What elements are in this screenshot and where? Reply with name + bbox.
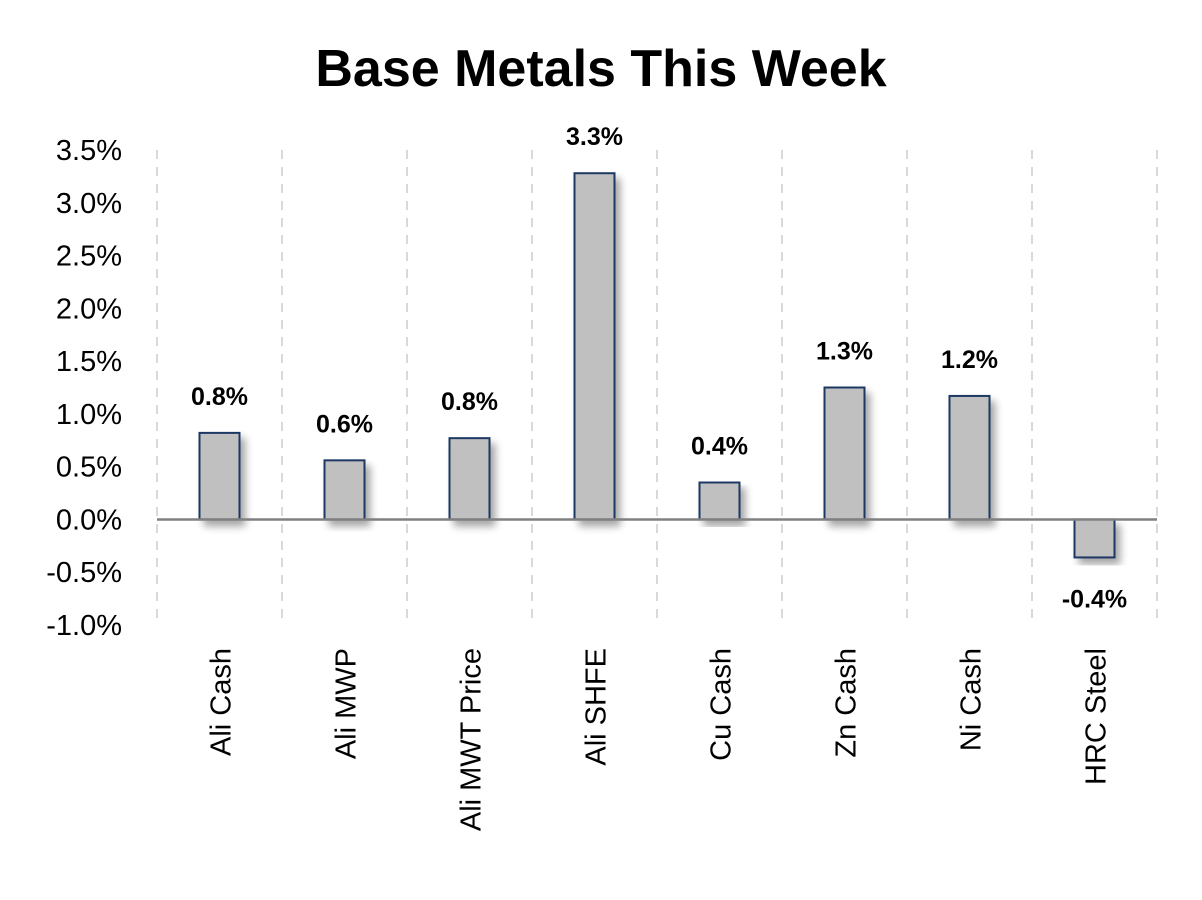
x-tick-label: Cu Cash bbox=[706, 648, 738, 761]
bar bbox=[948, 394, 991, 521]
bar bbox=[573, 172, 616, 521]
y-tick-label: -0.5% bbox=[46, 557, 122, 589]
y-tick-label: 0.0% bbox=[56, 504, 122, 536]
data-labels: 0.8% 0.6% 0.8% 3.3% 0.4% 1.3% 1.2% -0.4% bbox=[191, 123, 1127, 613]
bar bbox=[198, 431, 241, 521]
x-tick-label: Ni Cash bbox=[956, 648, 988, 751]
x-tick-label: Zn Cash bbox=[831, 648, 863, 758]
y-tick-label: 1.0% bbox=[56, 399, 122, 431]
x-axis-tick-labels: Ali Cash Ali MWP Ali MWT Price Ali SHFE Cu C… bbox=[206, 648, 1113, 831]
bars bbox=[198, 172, 1116, 559]
x-tick-label: Ali SHFE bbox=[581, 648, 613, 766]
data-label: 0.4% bbox=[691, 433, 748, 461]
y-tick-label: 1.5% bbox=[56, 346, 122, 378]
chart-title: Base Metals This Week bbox=[315, 40, 886, 98]
data-label: 0.8% bbox=[441, 388, 498, 416]
y-tick-label: 2.5% bbox=[56, 241, 122, 273]
data-label: 0.6% bbox=[316, 410, 373, 438]
data-label: 3.3% bbox=[566, 123, 623, 151]
grid bbox=[156, 150, 1158, 625]
y-tick-label: 3.5% bbox=[56, 135, 122, 167]
bar bbox=[323, 459, 366, 521]
y-axis-tick-labels: 3.5% 3.0% 2.5% 2.0% 1.5% 1.0% 0.5% 0.0% -0.5% -1.… bbox=[46, 135, 122, 642]
data-label: 0.8% bbox=[191, 383, 248, 411]
bar bbox=[823, 386, 866, 521]
data-label: -0.4% bbox=[1062, 585, 1127, 613]
bar bbox=[448, 437, 491, 521]
bar bbox=[698, 481, 741, 521]
x-tick-label: HRC Steel bbox=[1081, 648, 1113, 785]
data-label: 1.3% bbox=[816, 338, 873, 366]
y-tick-label: 0.5% bbox=[56, 452, 122, 484]
x-tick-label: Ali Cash bbox=[206, 648, 238, 756]
y-tick-label: 2.0% bbox=[56, 293, 122, 325]
data-label: 1.2% bbox=[941, 346, 998, 374]
y-tick-label: 3.0% bbox=[56, 188, 122, 220]
y-tick-label: -1.0% bbox=[46, 610, 122, 642]
bar bbox=[1073, 518, 1116, 559]
x-tick-label: Ali MWP bbox=[331, 648, 363, 759]
x-tick-label: Ali MWT Price bbox=[456, 648, 488, 831]
